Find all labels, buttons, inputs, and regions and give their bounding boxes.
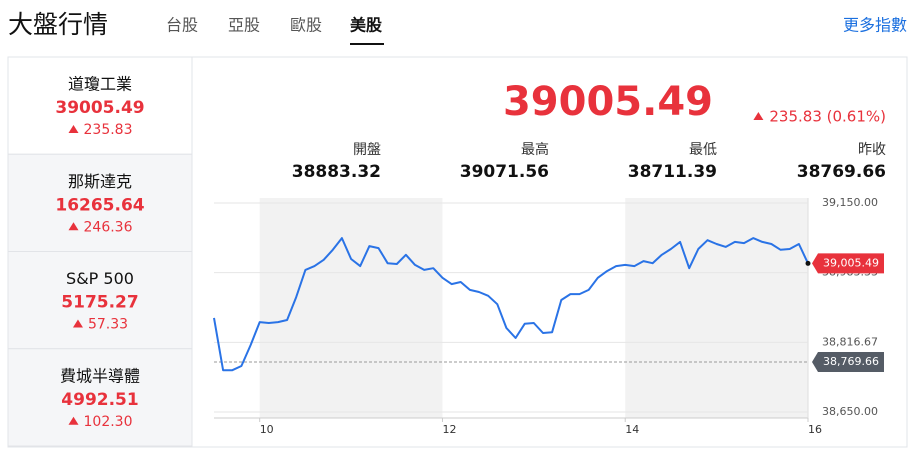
index-name: 那斯達克: [68, 172, 132, 191]
index-name: 道瓊工業: [68, 75, 132, 94]
tab[interactable]: 美股: [350, 16, 383, 35]
y-tick-label: 38,650.00: [822, 405, 878, 418]
x-tick-label: 14: [625, 423, 639, 436]
up-arrow: [72, 319, 83, 328]
more-link[interactable]: 更多指數: [843, 16, 907, 35]
index-value: 39005.49: [55, 98, 144, 118]
session-band: [259, 198, 443, 418]
index-cell[interactable]: [7, 56, 193, 155]
index-name: 費城半導體: [60, 366, 140, 385]
up-arrow: [68, 416, 79, 425]
stat-value: 38883.32: [292, 162, 381, 182]
x-tick-label: 16: [808, 423, 822, 436]
session-band: [625, 198, 808, 418]
price-change: 235.83 (0.61%): [769, 108, 886, 126]
reference-label: 38,769.66: [823, 355, 879, 368]
index-value: 16265.64: [55, 195, 144, 215]
last-point: [805, 260, 811, 266]
price: 39005.49: [503, 79, 713, 125]
index-cell[interactable]: [7, 153, 193, 252]
y-tick-label: 39,150.00: [822, 196, 878, 209]
stat-value: 38769.66: [797, 162, 886, 182]
index-cell[interactable]: [7, 348, 193, 447]
index-cell[interactable]: [7, 251, 193, 350]
index-change: 57.33: [88, 317, 128, 333]
stat-value: 38711.39: [628, 162, 717, 182]
tab-underline: [350, 43, 384, 45]
index-name: S&P 500: [66, 269, 134, 288]
last-value-box: [812, 253, 884, 274]
last-value-label: 39,005.49: [823, 256, 879, 269]
index-change: 235.83: [84, 122, 133, 138]
index-change: 102.30: [84, 414, 133, 430]
stat-label: 最低: [689, 142, 717, 158]
reference-box: [812, 351, 884, 372]
price-line: [213, 237, 809, 372]
tab[interactable]: 亞股: [228, 16, 260, 35]
x-tick-label: 10: [260, 423, 274, 436]
up-arrow: [68, 222, 79, 231]
y-tick-label: 38,816.67: [822, 335, 878, 348]
stat-label: 最高: [521, 141, 549, 158]
tab[interactable]: 歐股: [290, 16, 322, 35]
up-arrow: [68, 125, 79, 133]
index-value: 5175.27: [61, 293, 138, 313]
index-change: 246.36: [84, 219, 133, 235]
stat-value: 39071.56: [460, 162, 549, 182]
page-title: 大盤行情: [8, 10, 108, 39]
x-tick-label: 12: [442, 423, 456, 436]
tab[interactable]: 台股: [166, 16, 198, 35]
up-arrow: [753, 112, 764, 120]
stat-label: 昨收: [858, 142, 886, 158]
index-value: 4992.51: [61, 390, 138, 410]
stat-label: 開盤: [353, 142, 381, 158]
